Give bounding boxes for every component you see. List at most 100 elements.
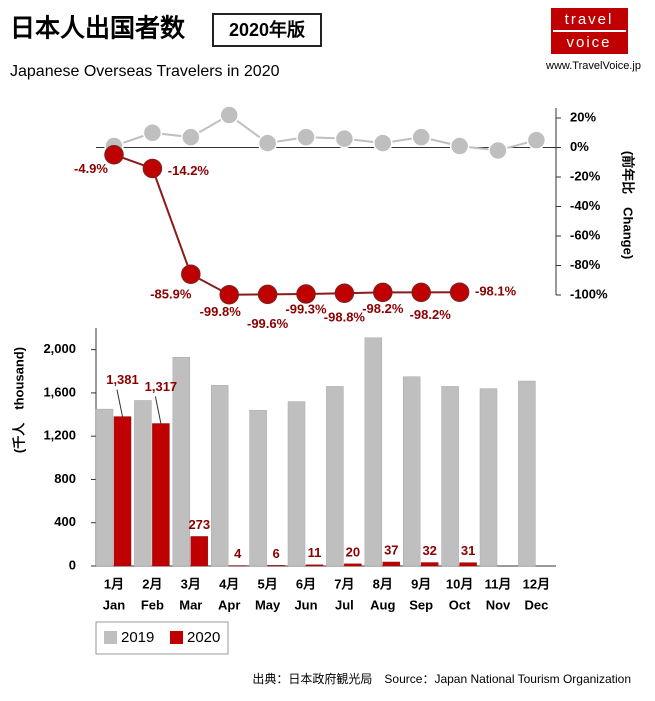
y2-tick-label: 0% <box>570 139 589 154</box>
point <box>334 128 355 149</box>
x-tick-label: 8月 <box>373 576 393 591</box>
x-tick-label: 9月 <box>411 576 431 591</box>
bar <box>420 562 439 567</box>
point <box>142 158 163 179</box>
value-label: 32 <box>422 543 436 558</box>
point <box>334 283 355 303</box>
legend-label: 2019 <box>121 629 154 646</box>
y-tick-label: 2,000 <box>43 341 76 356</box>
bar <box>402 376 421 567</box>
bar <box>210 385 229 567</box>
bar <box>326 386 344 567</box>
value-label: -14.2% <box>168 163 210 178</box>
value-label: 273 <box>188 517 210 532</box>
y-tick-label: 400 <box>54 514 76 529</box>
x-tick-label: 6月 <box>296 576 316 591</box>
x-tick-label: 3月 <box>181 576 201 591</box>
y-tick-label: 1,200 <box>43 428 76 443</box>
point <box>296 284 316 304</box>
point <box>296 127 316 147</box>
bar <box>152 423 170 567</box>
value-label: 1,317 <box>145 379 178 394</box>
point <box>373 133 393 153</box>
x-tick-label: Sep <box>409 597 433 612</box>
bar <box>344 563 362 567</box>
value-label: 37 <box>384 542 398 557</box>
source: 出典：日本政府観光局 Source：Japan National Tourism… <box>252 671 631 686</box>
x-tick-label: Nov <box>486 597 511 612</box>
y2-tick-label: -80% <box>570 257 601 272</box>
bar <box>95 408 114 567</box>
bar <box>287 401 306 567</box>
x-tick-label: Oct <box>449 597 471 612</box>
value-label: 11 <box>308 545 322 560</box>
point <box>257 284 278 305</box>
bar <box>172 356 191 567</box>
value-label: -99.8% <box>200 304 242 319</box>
x-tick-label: 11月 <box>485 576 512 591</box>
point <box>526 130 547 150</box>
bar <box>134 400 152 567</box>
point <box>219 105 239 125</box>
x-tick-label: 1月 <box>104 576 124 591</box>
bar <box>382 561 401 567</box>
x-tick-label: Dec <box>524 597 548 612</box>
bar <box>479 388 498 567</box>
value-label: 6 <box>272 546 279 561</box>
url: www.TravelVoice.jp <box>545 60 641 72</box>
value-label: -85.9% <box>150 287 192 302</box>
y2-tick-label: -100% <box>570 286 608 301</box>
point <box>104 144 124 165</box>
x-tick-label: Mar <box>179 597 202 612</box>
value-label: -4.9% <box>74 161 108 176</box>
value-label: 4 <box>234 546 242 561</box>
bar <box>364 337 383 567</box>
logo-text: travel <box>565 11 614 28</box>
y-tick-label: 0 <box>69 557 76 572</box>
point <box>411 282 431 303</box>
x-tick-label: Jun <box>294 597 317 612</box>
point <box>219 284 239 305</box>
value-label: -98.2% <box>362 301 404 316</box>
point <box>449 136 470 156</box>
value-label: -99.3% <box>285 301 327 316</box>
x-tick-label: Feb <box>141 597 164 612</box>
y2-tick-label: -20% <box>570 168 601 183</box>
x-tick-label: 10月 <box>446 576 473 591</box>
value-label: -98.8% <box>324 310 366 325</box>
x-tick-label: Jan <box>103 597 125 612</box>
value-label: -99.6% <box>247 316 289 331</box>
bar <box>267 565 285 567</box>
logo-text: voice <box>566 34 611 51</box>
subtitle: Japanese Overseas Travelers in 2020 <box>10 63 280 80</box>
x-tick-label: 4月 <box>219 576 239 591</box>
y2-tick-label: 20% <box>570 109 596 124</box>
y-tick-label: 800 <box>54 471 76 486</box>
badge: 2020年版 <box>229 19 305 40</box>
y2-tick-label: -40% <box>570 198 601 213</box>
y-axis-label: (千人 thousand) <box>11 347 26 453</box>
y2-tick-label: -60% <box>570 227 601 242</box>
x-tick-label: Aug <box>370 597 395 612</box>
point <box>488 140 508 161</box>
bar <box>518 380 536 567</box>
point <box>449 282 470 302</box>
value-label: 31 <box>461 543 475 558</box>
point <box>181 127 201 147</box>
point <box>373 282 393 303</box>
legend-swatch <box>170 631 183 644</box>
bar <box>305 564 324 567</box>
value-label: 20 <box>346 544 360 559</box>
point <box>257 133 278 153</box>
point <box>411 127 431 147</box>
title: 日本人出国者数 <box>10 15 186 43</box>
value-label: 1,381 <box>106 372 139 387</box>
leader-line <box>116 389 123 417</box>
bar <box>249 409 267 567</box>
value-label: -98.1% <box>475 284 517 299</box>
x-tick-label: 5月 <box>257 576 277 591</box>
bar <box>441 386 459 567</box>
x-tick-label: 12月 <box>523 576 550 591</box>
